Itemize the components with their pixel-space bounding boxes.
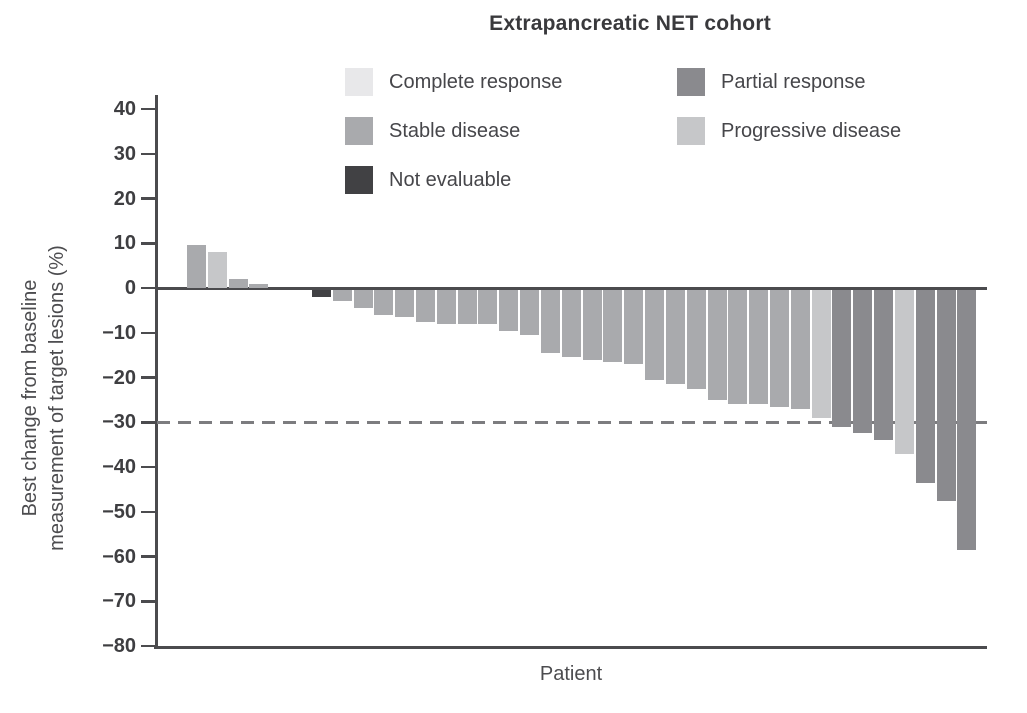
complete-response-swatch-icon <box>345 68 373 96</box>
bar-patient-8 <box>332 289 352 302</box>
y-tick-label: −10 <box>102 321 136 344</box>
legend-label: Not evaluable <box>389 168 512 191</box>
bar-patient-36 <box>915 289 935 483</box>
y-tick-mark <box>141 286 155 290</box>
y-tick-mark <box>141 197 155 200</box>
zero-baseline <box>155 286 987 290</box>
y-tick-label: −70 <box>102 590 136 613</box>
bar-patient-35 <box>894 289 914 454</box>
y-tick-mark <box>141 242 155 245</box>
y-tick-label: −60 <box>102 545 136 568</box>
bar-patient-9 <box>353 289 373 309</box>
bar-patient-19 <box>561 289 581 358</box>
bar-patient-25 <box>686 289 706 389</box>
y-tick-mark <box>141 465 155 469</box>
y-tick-mark <box>141 376 155 379</box>
y-axis-line <box>155 95 158 648</box>
bar-patient-18 <box>540 289 560 353</box>
y-tick-label: 10 <box>113 232 136 255</box>
legend-label: Partial response <box>721 70 866 93</box>
y-axis-label-line1: Best change from baseline <box>19 279 41 517</box>
legend-item-stable-disease: Stable disease <box>345 117 520 145</box>
partial-response-swatch-icon <box>677 68 705 96</box>
legend-label: Progressive disease <box>721 119 902 142</box>
bar-patient-34 <box>874 289 894 441</box>
bar-patient-29 <box>769 289 789 407</box>
bar-patient-32 <box>832 289 852 427</box>
y-tick-label: −20 <box>102 366 136 389</box>
y-tick-label: 20 <box>113 187 136 210</box>
not-evaluable-swatch-icon <box>345 166 373 194</box>
bar-patient-20 <box>582 289 602 360</box>
figure-title: Extrapancreatic NET cohort <box>489 12 771 35</box>
legend-item-not-evaluable: Not evaluable <box>345 166 511 194</box>
legend-item-partial-response: Partial response <box>677 68 866 96</box>
y-tick-mark <box>141 152 155 155</box>
y-tick-mark <box>141 331 155 334</box>
y-tick-mark <box>141 644 155 648</box>
bar-patient-13 <box>436 289 456 324</box>
bar-patient-21 <box>603 289 623 362</box>
bar-patient-14 <box>457 289 477 324</box>
legend-item-complete-response: Complete response <box>345 68 562 96</box>
y-tick-label: −50 <box>102 500 136 523</box>
bar-patient-33 <box>853 289 873 434</box>
bar-patient-2 <box>207 252 227 288</box>
bar-patient-7 <box>311 289 331 297</box>
y-tick-mark <box>141 600 155 603</box>
y-axis-label-line2: measurement of target lesions (%) <box>46 245 68 551</box>
bar-patient-15 <box>478 289 498 324</box>
y-tick-label: −40 <box>102 456 136 478</box>
bar-patient-4 <box>249 283 269 288</box>
y-axis-label: Best change from baseline measurement of… <box>17 98 71 698</box>
bar-patient-10 <box>374 289 394 315</box>
y-tick-mark <box>141 107 155 111</box>
progressive-disease-swatch-icon <box>677 117 705 145</box>
stable-disease-swatch-icon <box>345 117 373 145</box>
legend-item-progressive-disease: Progressive disease <box>677 117 901 145</box>
bar-patient-37 <box>936 289 956 501</box>
bar-patient-3 <box>228 279 248 288</box>
bar-patient-1 <box>187 245 206 288</box>
bar-patient-28 <box>749 289 769 405</box>
x-axis-label: Patient <box>539 663 603 685</box>
bar-patient-26 <box>707 289 727 400</box>
bar-patient-30 <box>790 289 810 409</box>
bar-patient-38 <box>957 289 977 550</box>
bar-patient-11 <box>395 289 415 318</box>
legend-label: Stable disease <box>389 119 521 142</box>
bar-patient-31 <box>811 289 831 418</box>
threshold-dashed-line <box>157 421 987 424</box>
bar-patient-22 <box>624 289 644 365</box>
bar-patient-23 <box>645 289 665 380</box>
legend-label: Complete response <box>389 70 563 93</box>
bottom-axis-line <box>154 646 987 649</box>
y-tick-mark <box>141 421 155 424</box>
bar-patient-12 <box>416 289 436 322</box>
y-tick-label: −30 <box>102 411 136 434</box>
y-tick-label: 40 <box>113 98 136 120</box>
y-tick-label: −80 <box>102 635 136 657</box>
y-tick-label: 30 <box>113 142 136 165</box>
y-tick-label: 0 <box>124 277 136 299</box>
y-tick-mark <box>141 510 155 513</box>
bar-patient-24 <box>665 289 685 385</box>
y-tick-mark <box>141 555 155 558</box>
bar-patient-27 <box>728 289 748 405</box>
bar-patient-17 <box>520 289 540 335</box>
bar-patient-16 <box>499 289 519 331</box>
